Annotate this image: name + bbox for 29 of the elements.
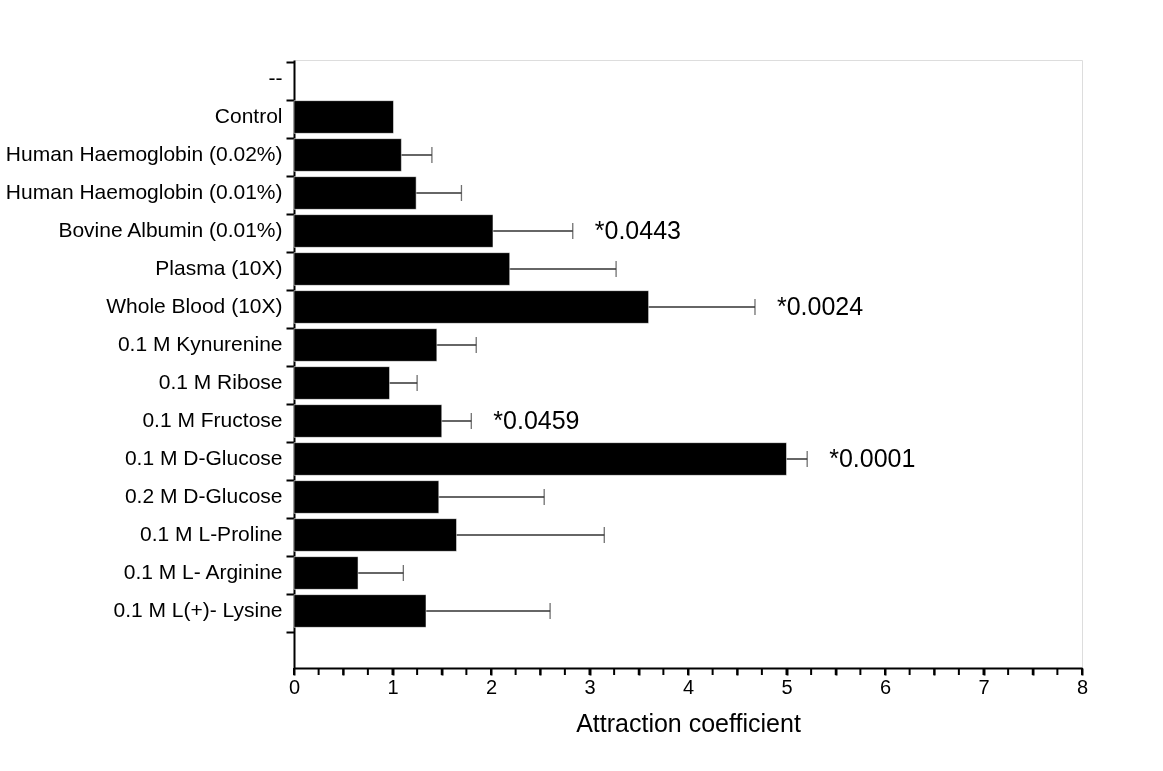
y-tick-label: 0.1 M D-Glucose [124, 446, 283, 469]
y-tick-label: 0.1 M L- Arginine [123, 560, 283, 583]
y-tick-label: 0.2 M D-Glucose [124, 484, 283, 507]
y-tick-label: Bovine Albumin (0.01%) [58, 218, 283, 241]
y-tick-label: 0.1 M Kynurenine [117, 332, 283, 355]
annotation: *0.0459 [493, 406, 580, 434]
y-tick-label: 0.1 M Fructose [142, 408, 283, 431]
annotation: *0.0443 [594, 216, 681, 244]
x-tick-label: 6 [879, 675, 892, 698]
x-tick-label: 5 [781, 675, 793, 698]
y-tick-label: 0.1 M Ribose [158, 370, 283, 393]
x-tick-label: 7 [978, 675, 990, 698]
y-tick-label: Human Haemoglobin (0.02%) [5, 142, 283, 165]
y-tick-label: 0.1 M L(+)- Lysine [113, 598, 283, 621]
y-tick-label: Plasma (10X) [155, 256, 283, 279]
x-axis-title: Attraction coefficient [576, 708, 801, 737]
y-tick-label: Human Haemoglobin (0.01%) [5, 180, 283, 203]
y-tick-label: -- [268, 66, 283, 89]
x-tick-label: 1 [387, 675, 399, 698]
x-tick-label: 3 [584, 675, 596, 698]
y-tick-label: Control [214, 104, 283, 127]
y-tick-label: 0.1 M L-Proline [140, 522, 283, 545]
x-tick-label: 4 [682, 675, 695, 698]
annotation: *0.0024 [776, 292, 864, 320]
annotation: *0.0001 [829, 444, 916, 472]
x-tick-label: 0 [288, 675, 301, 698]
x-tick-label: 2 [485, 675, 498, 698]
y-tick-label: Whole Blood (10X) [106, 294, 283, 317]
x-tick-label: 8 [1076, 675, 1089, 698]
